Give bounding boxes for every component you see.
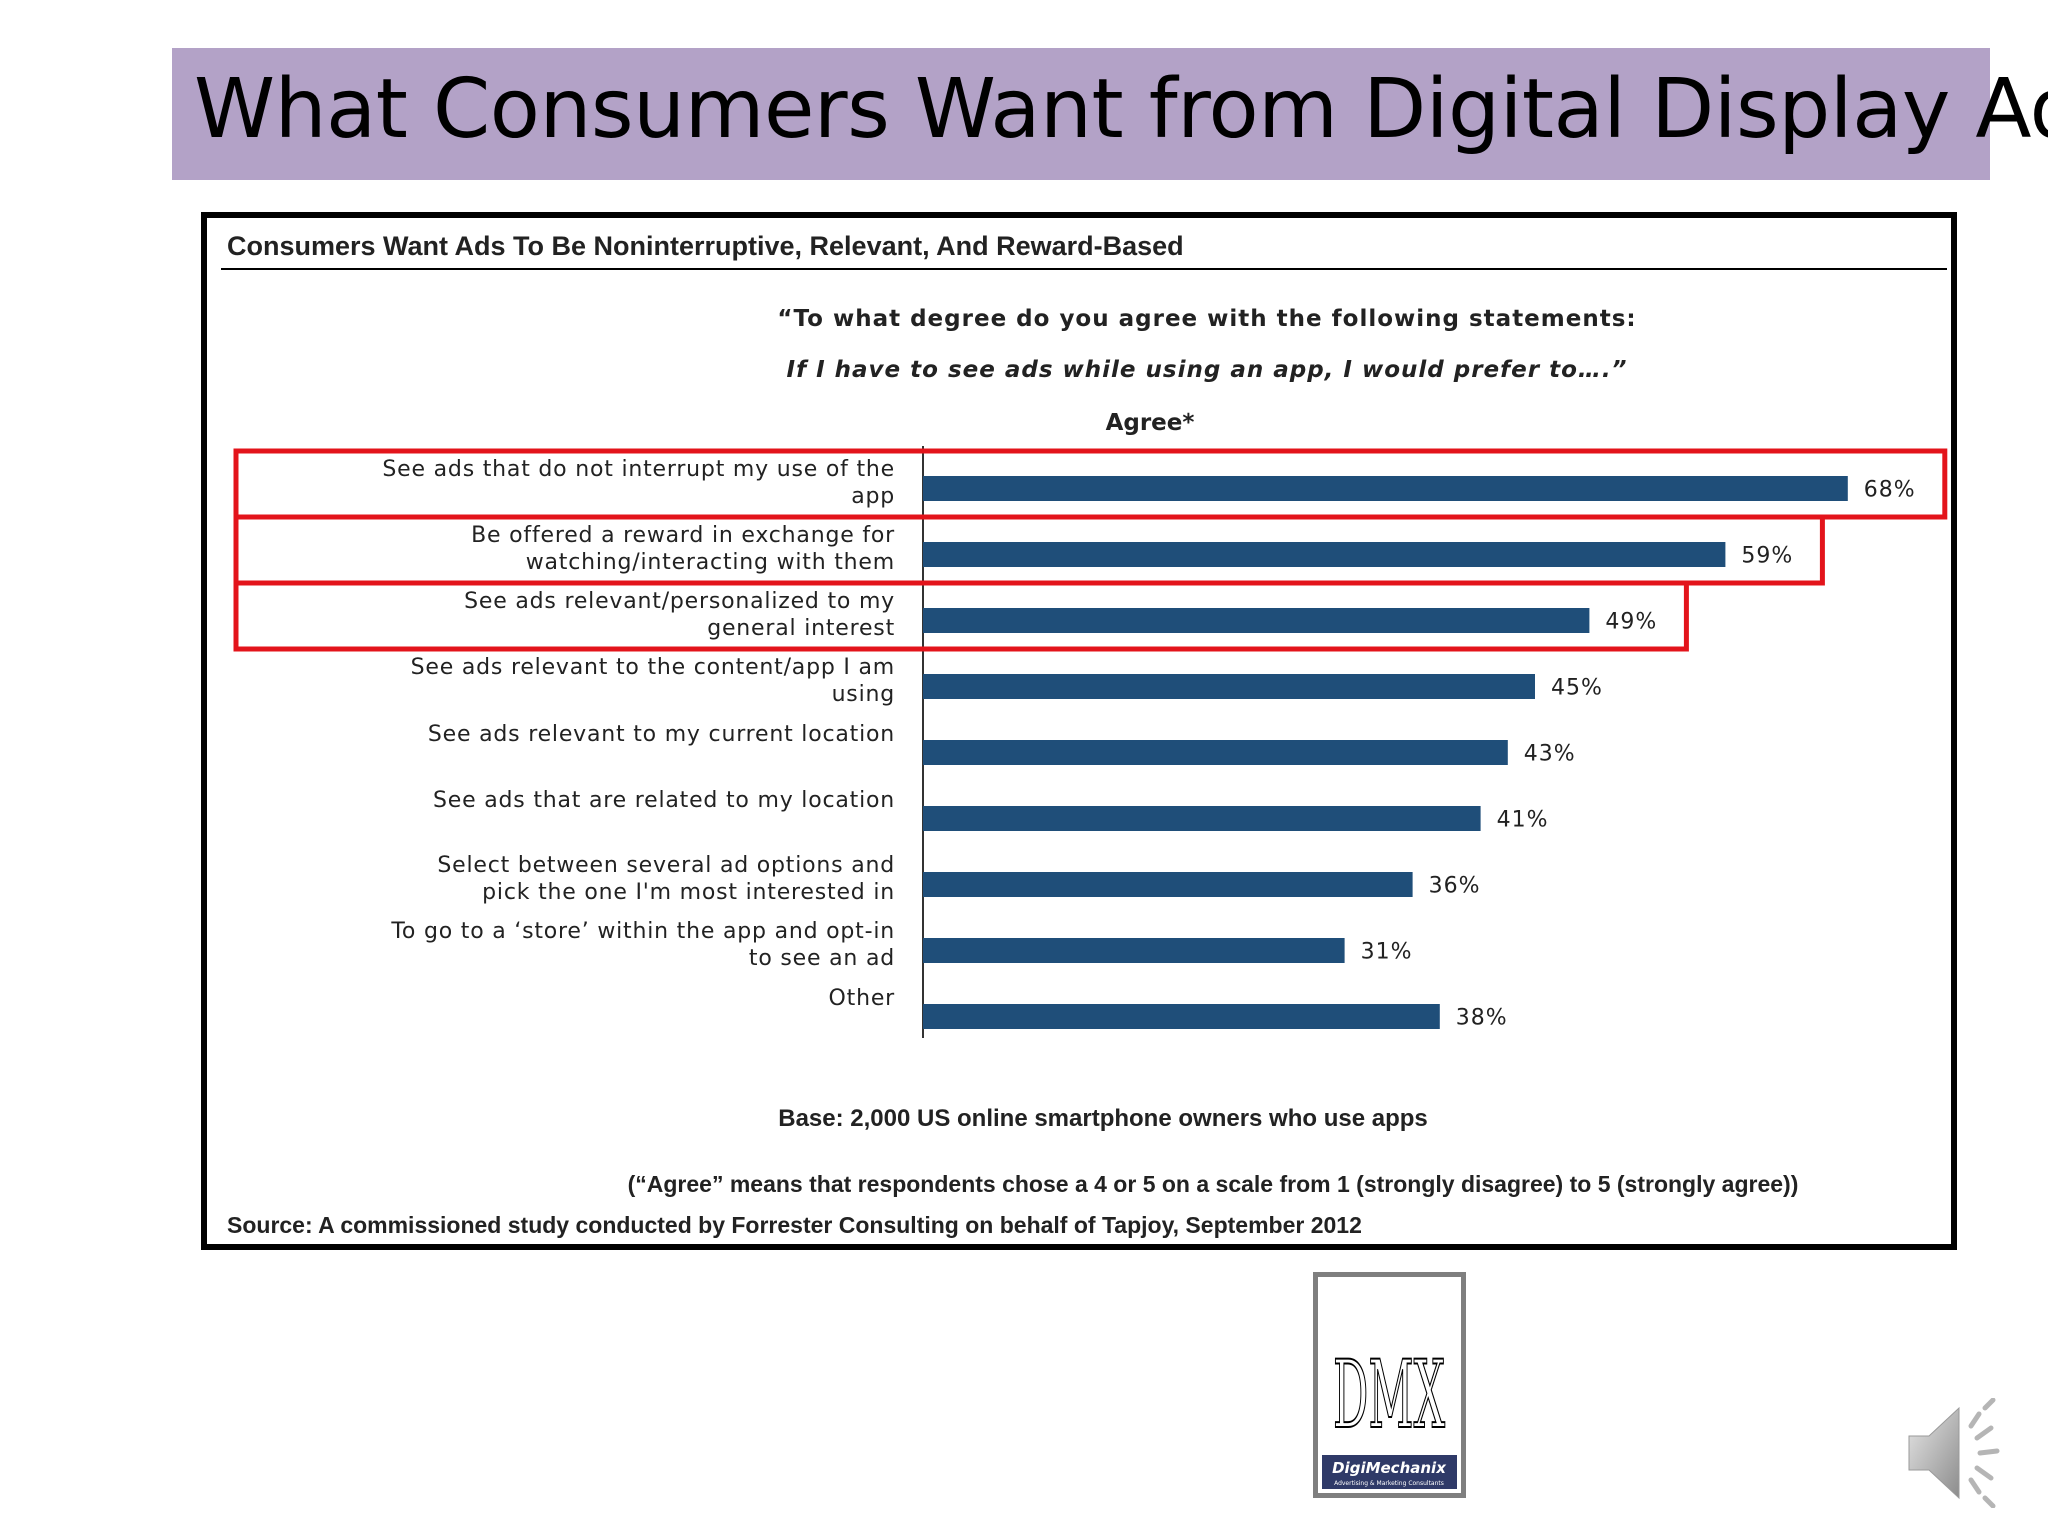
logo-tagline: Advertising & Marketing Consultants bbox=[1334, 1480, 1444, 1487]
category-label-2-line-2: watching/interacting with them bbox=[526, 550, 895, 575]
bar-7 bbox=[923, 872, 1413, 897]
category-label-1-line-1: See ads that do not interrupt my use of … bbox=[382, 457, 895, 482]
bar-2 bbox=[923, 542, 1726, 567]
category-label-3-line-1: See ads relevant/personalized to my bbox=[464, 589, 895, 614]
bar-value-label-8: 31% bbox=[1361, 940, 1413, 965]
category-label-9-line-1: Other bbox=[829, 986, 896, 1011]
bar-value-label-9: 38% bbox=[1456, 1006, 1508, 1031]
category-label-6-line-1: See ads that are related to my location bbox=[433, 788, 895, 813]
chart-base-note: Base: 2,000 US online smartphone owners … bbox=[778, 1105, 1428, 1132]
slide-title: What Consumers Want from Digital Display… bbox=[194, 62, 2048, 157]
chart-agree-note: (“Agree” means that respondents chose a … bbox=[628, 1171, 1799, 1197]
logo-band bbox=[1322, 1455, 1457, 1489]
logo-letters: DMX bbox=[1333, 1341, 1445, 1450]
bar-5 bbox=[923, 740, 1508, 765]
chart-question-line1: “To what degree do you agree with the fo… bbox=[777, 306, 1636, 332]
bar-value-label-7: 36% bbox=[1429, 874, 1481, 899]
chart-frame: Consumers Want Ads To Be Noninterruptive… bbox=[201, 212, 1957, 1250]
category-label-8-line-2: to see an ad bbox=[749, 946, 895, 971]
bar-value-label-1: 68% bbox=[1864, 478, 1916, 503]
category-label-4-line-2: using bbox=[832, 682, 895, 707]
category-label-3-line-2: general interest bbox=[707, 616, 895, 641]
bar-value-label-3: 49% bbox=[1605, 610, 1657, 635]
bar-value-label-6: 41% bbox=[1497, 808, 1549, 833]
logo-name: DigiMechanix bbox=[1332, 1459, 1447, 1477]
chart-column-header: Agree* bbox=[1106, 410, 1195, 436]
bar-value-label-4: 45% bbox=[1551, 676, 1603, 701]
category-label-7-line-2: pick the one I'm most interested in bbox=[482, 880, 895, 905]
bar-chart: Consumers Want Ads To Be Noninterruptive… bbox=[221, 231, 1948, 1238]
category-label-8-line-1: To go to a ‘store’ within the app and op… bbox=[390, 919, 895, 944]
bar-value-label-2: 59% bbox=[1741, 544, 1793, 569]
bar-3 bbox=[923, 608, 1590, 633]
category-label-5-line-1: See ads relevant to my current location bbox=[428, 722, 895, 747]
bar-8 bbox=[923, 938, 1345, 963]
bar-1 bbox=[923, 476, 1848, 501]
highlight-box-3 bbox=[233, 580, 1689, 652]
bar-6 bbox=[923, 806, 1481, 831]
speaker-icon[interactable] bbox=[1905, 1397, 2015, 1509]
category-label-4-line-1: See ads relevant to the content/app I am bbox=[411, 655, 895, 680]
bar-value-label-5: 43% bbox=[1524, 742, 1576, 767]
bars-layer: 68% See ads that do not interrupt my use … bbox=[233, 448, 1948, 1031]
category-label-2-line-1: Be offered a reward in exchange for bbox=[471, 523, 895, 548]
chart-source: Source: A commissioned study conducted b… bbox=[227, 1212, 1362, 1238]
bar-9 bbox=[923, 1004, 1440, 1029]
title-bar: What Consumers Want from Digital Display… bbox=[172, 48, 2048, 180]
category-label-1-line-2: app bbox=[851, 484, 895, 509]
company-logo: DMX DigiMechanix Advertising & Marketing… bbox=[1313, 1272, 1466, 1498]
chart-question-line2: If I have to see ads while using an app,… bbox=[787, 357, 1628, 383]
category-label-7-line-1: Select between several ad options and bbox=[437, 853, 895, 878]
chart-title: Consumers Want Ads To Be Noninterruptive… bbox=[227, 231, 1184, 261]
bar-4 bbox=[923, 674, 1535, 699]
